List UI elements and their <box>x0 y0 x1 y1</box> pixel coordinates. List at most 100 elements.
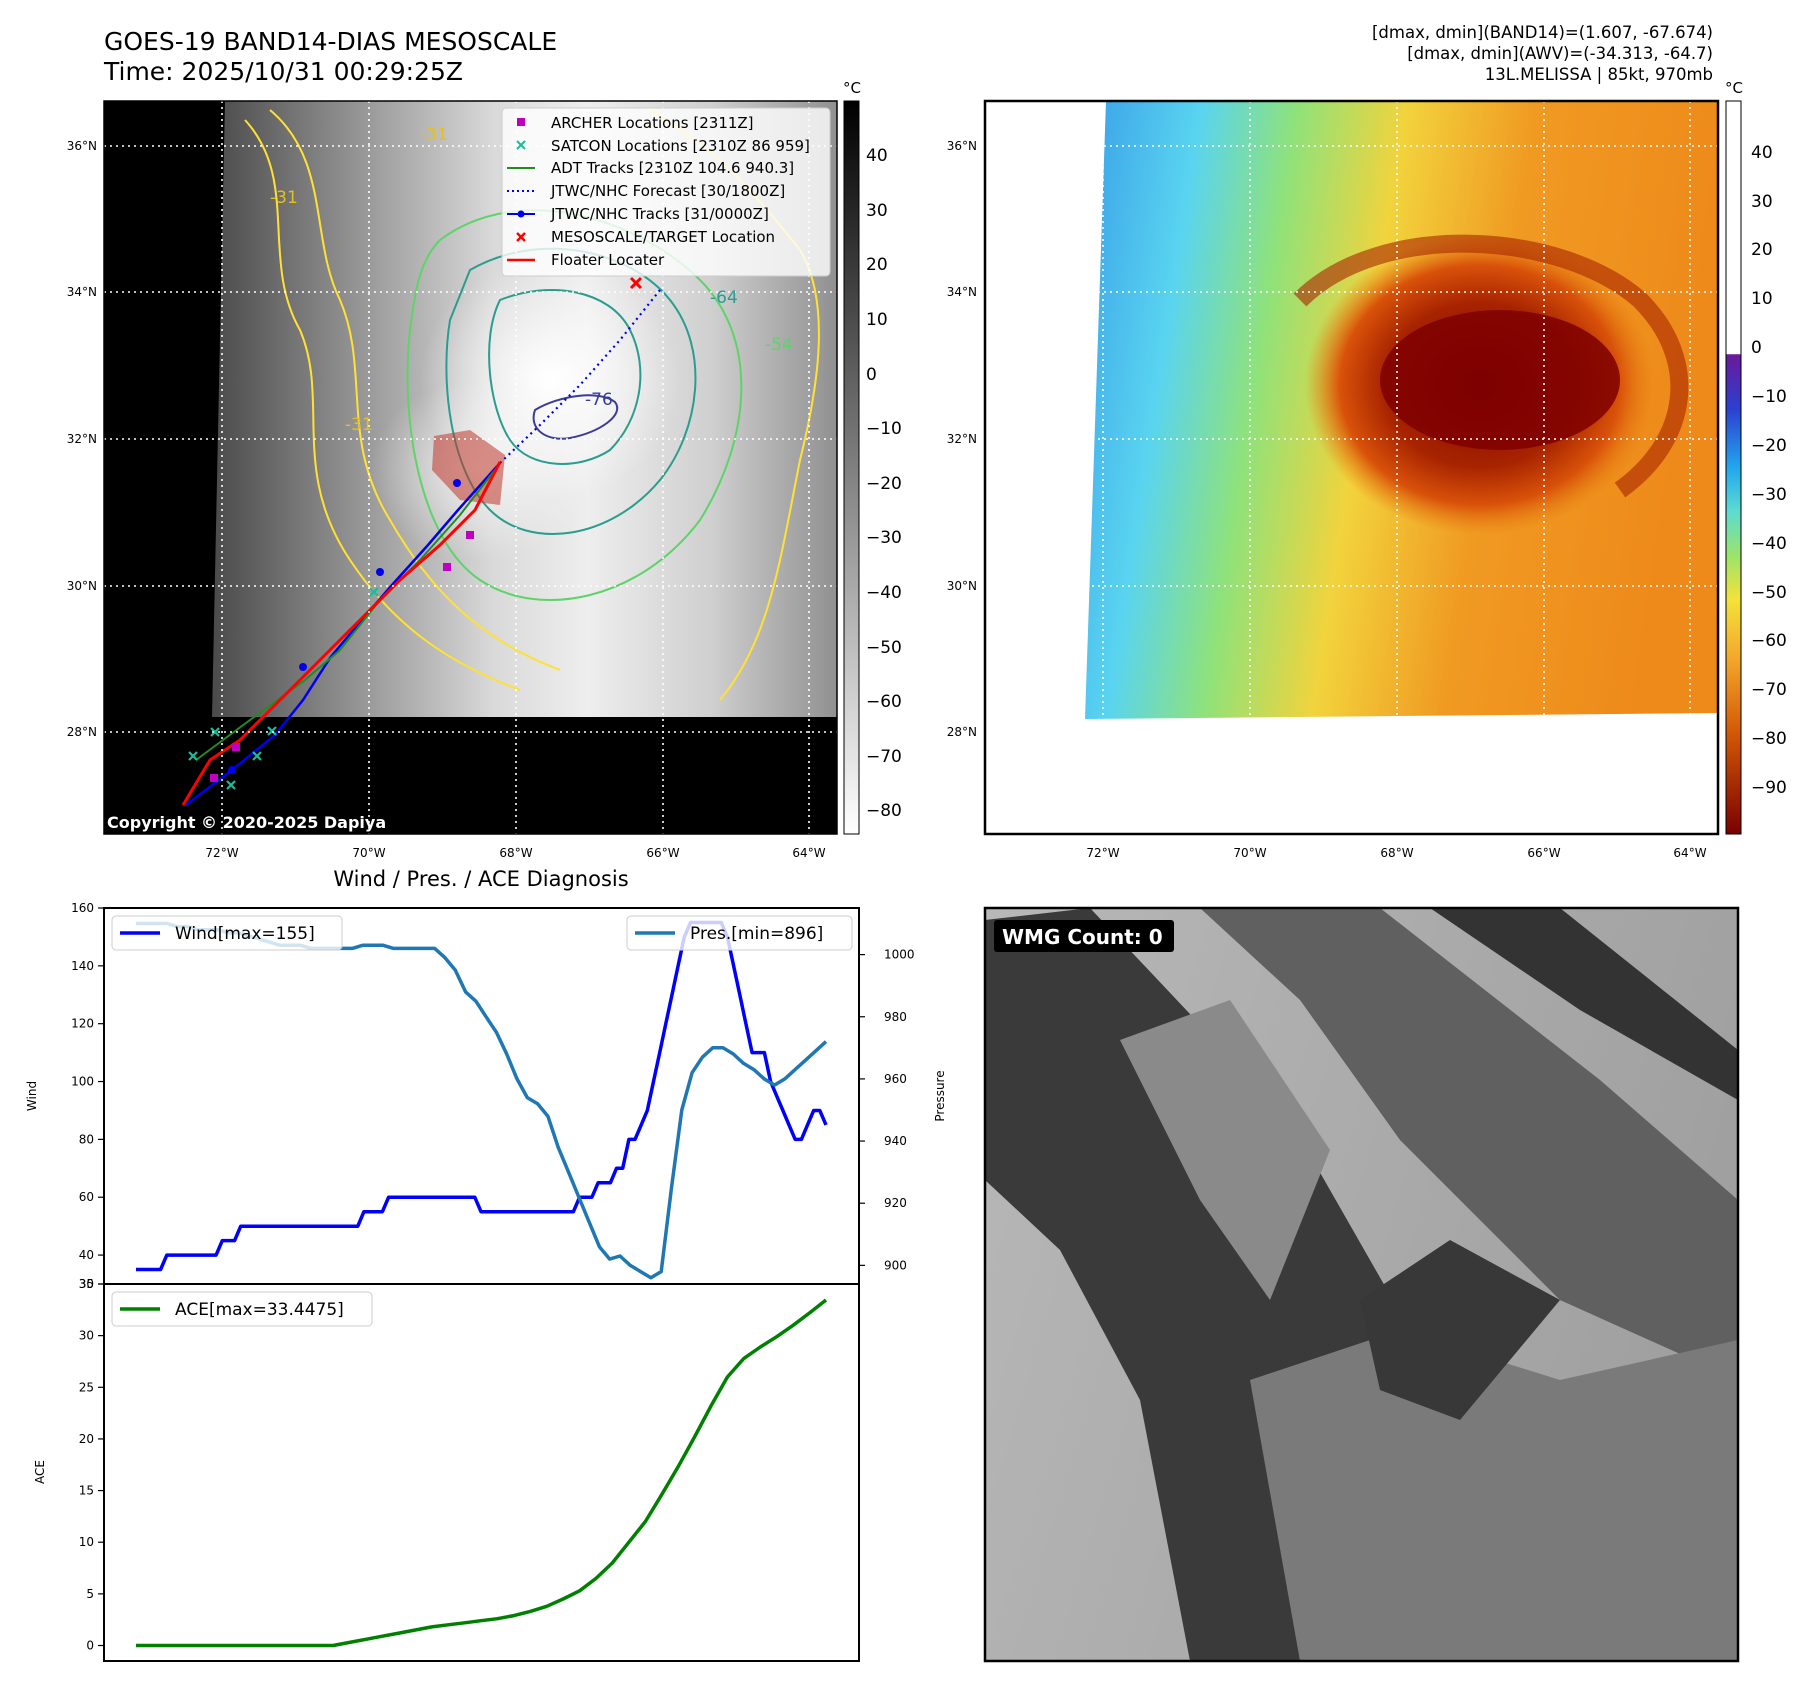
lon-label: 72°W <box>1086 846 1119 860</box>
lat-label: 36°N <box>947 139 977 153</box>
adt-track-line <box>195 465 499 761</box>
legend-adt: ADT Tracks [2310Z 104.6 940.3] <box>507 159 794 177</box>
lon-label: 66°W <box>1527 846 1560 860</box>
awv-colorbar: °C 40 30 20 10 0 −10 −20 −30 −40 −50 −60… <box>1725 79 1787 835</box>
colorbar-tick: −50 <box>866 638 902 658</box>
colorbar-tick: −10 <box>866 419 902 439</box>
awv-map-panel: 36°N 34°N 32°N 30°N 28°N 72°W 70°W 68°W … <box>947 79 1787 860</box>
colorbar-tick: 10 <box>1751 289 1773 309</box>
legend-label: JTWC/NHC Forecast [30/1800Z] <box>550 182 785 200</box>
legend-floater: Floater Locater <box>507 251 665 269</box>
colorbar-tick: 20 <box>1751 240 1773 260</box>
colorbar-gradient <box>843 100 860 835</box>
contour-label: -31 <box>270 188 298 208</box>
legend-label: Wind[max=155] <box>175 924 315 944</box>
satcon-point <box>267 726 277 736</box>
map-gridlines <box>104 101 837 834</box>
colorbar-tick: 0 <box>866 365 877 385</box>
floater-track-line <box>181 461 502 806</box>
satcon-points <box>188 587 379 790</box>
wmg-dark-band <box>1360 1240 1560 1420</box>
colorbar-tick: 10 <box>866 310 888 330</box>
contour-label: -31 <box>420 125 448 145</box>
lon-label: 70°W <box>352 846 385 860</box>
contour-labels: -76 -64 -54 -31 -31 -31 <box>270 125 793 435</box>
legend-label: ACE[max=33.4475] <box>175 1300 344 1320</box>
lat-label: 32°N <box>67 432 97 446</box>
colorbar-tick: 40 <box>866 146 888 166</box>
ace-tick-label: 5 <box>86 1587 94 1601</box>
track-point <box>228 766 236 774</box>
awv-lat-labels: 36°N 34°N 32°N 30°N 28°N <box>947 139 977 739</box>
track-point <box>376 568 384 576</box>
wmg-frame <box>983 906 1740 1663</box>
awv-range: [dmax, dmin](AWV)=(-34.313, -64.7) <box>1407 44 1713 63</box>
pressure-tick-label: 920 <box>884 1196 907 1210</box>
archer-point <box>443 563 451 571</box>
awv-lon-labels: 72°W 70°W 68°W 66°W 64°W <box>1086 846 1706 860</box>
legend-archer: ARCHER Locations [2311Z] <box>517 114 754 132</box>
ir-map-panel: -76 -64 -54 -31 -31 -31 ARCHER Locations… <box>67 79 902 860</box>
pressure-tick-label: 980 <box>884 1010 907 1024</box>
contour-label: -31 <box>345 415 373 435</box>
ace-series-line <box>136 1298 828 1648</box>
wmg-count-label: WMG Count: 0 <box>1002 925 1163 949</box>
contour-label: -64 <box>710 288 738 308</box>
pressure-tick-label: 1000 <box>884 948 915 962</box>
colorbar-tick: 30 <box>1751 192 1773 212</box>
band14-range: [dmax, dmin](BAND14)=(1.607, -67.674) <box>1372 23 1713 42</box>
lat-label: 30°N <box>947 579 977 593</box>
ace-tick-label: 35 <box>79 1277 94 1291</box>
legend-tracks: JTWC/NHC Tracks [31/0000Z] <box>507 205 769 223</box>
colorbar-tick: 20 <box>866 255 888 275</box>
lon-label: 70°W <box>1233 846 1266 860</box>
ir-colorbar: °C 40 30 20 10 0 −10 −20 −30 −40 −50 −60… <box>843 79 902 835</box>
lat-label: 32°N <box>947 432 977 446</box>
colorbar-unit: °C <box>843 79 861 97</box>
satcon-point <box>210 727 220 737</box>
copyright-text: Copyright © 2020-2025 Dapiya <box>107 813 386 832</box>
legend-box <box>111 1291 373 1327</box>
storm-info: 13L.MELISSA | 85kt, 970mb <box>1485 65 1713 84</box>
pressure-legend: Pres.[min=896] <box>626 915 853 951</box>
awv-gridlines <box>984 101 1717 834</box>
ace-tick-label: 25 <box>79 1380 94 1394</box>
legend-label: ARCHER Locations [2311Z] <box>551 114 754 132</box>
colorbar-tick: −80 <box>1751 729 1787 749</box>
map-legend: ARCHER Locations [2311Z] SATCON Location… <box>501 107 831 277</box>
jtwc-forecast-line <box>499 289 661 464</box>
lon-label: 64°W <box>792 846 825 860</box>
lon-label: 68°W <box>499 846 532 860</box>
wind-pres-axes <box>103 907 860 1285</box>
contour-line <box>488 289 642 465</box>
legend-satcon: SATCON Locations [2310Z 86 959] <box>516 137 810 155</box>
legend-forecast: JTWC/NHC Forecast [30/1800Z] <box>507 182 785 200</box>
lat-label: 36°N <box>67 139 97 153</box>
colorbar-ticks: 40 30 20 10 0 −10 −20 −30 −40 −50 −60 −7… <box>1751 143 1787 798</box>
colorbar-tick: −20 <box>1751 436 1787 456</box>
wmg-mid-band <box>1250 1330 1738 1661</box>
pressure-tick-label: 940 <box>884 1134 907 1148</box>
figure-title: GOES-19 BAND14-DIAS MESOSCALE <box>104 27 557 56</box>
figure-time: Time: 2025/10/31 00:29:25Z <box>103 57 463 86</box>
jtwc-track-points <box>228 479 461 774</box>
pressure-tick-label: 960 <box>884 1072 907 1086</box>
colorbar-ticks: 40 30 20 10 0 −10 −20 −30 −40 −50 −60 −7… <box>866 146 902 821</box>
colorbar-tick: −80 <box>866 801 902 821</box>
x-marker-icon <box>516 232 526 242</box>
archer-point <box>232 743 240 751</box>
wmg-panel: WMG Count: 0 <box>983 906 1740 1663</box>
wind-tick-label: 120 <box>71 1017 94 1031</box>
wind-tick-label: 40 <box>79 1248 94 1262</box>
legend-label: SATCON Locations [2310Z 86 959] <box>551 137 810 155</box>
mesoscale-target-marker <box>629 276 643 290</box>
contour-line <box>269 109 561 671</box>
dot-marker-icon <box>517 210 525 218</box>
wind-tick-label: 140 <box>71 959 94 973</box>
colorbar-tick: −60 <box>1751 631 1787 651</box>
colorbar-unit: °C <box>1725 79 1743 97</box>
legend-box <box>111 915 343 951</box>
lon-label: 66°W <box>646 846 679 860</box>
